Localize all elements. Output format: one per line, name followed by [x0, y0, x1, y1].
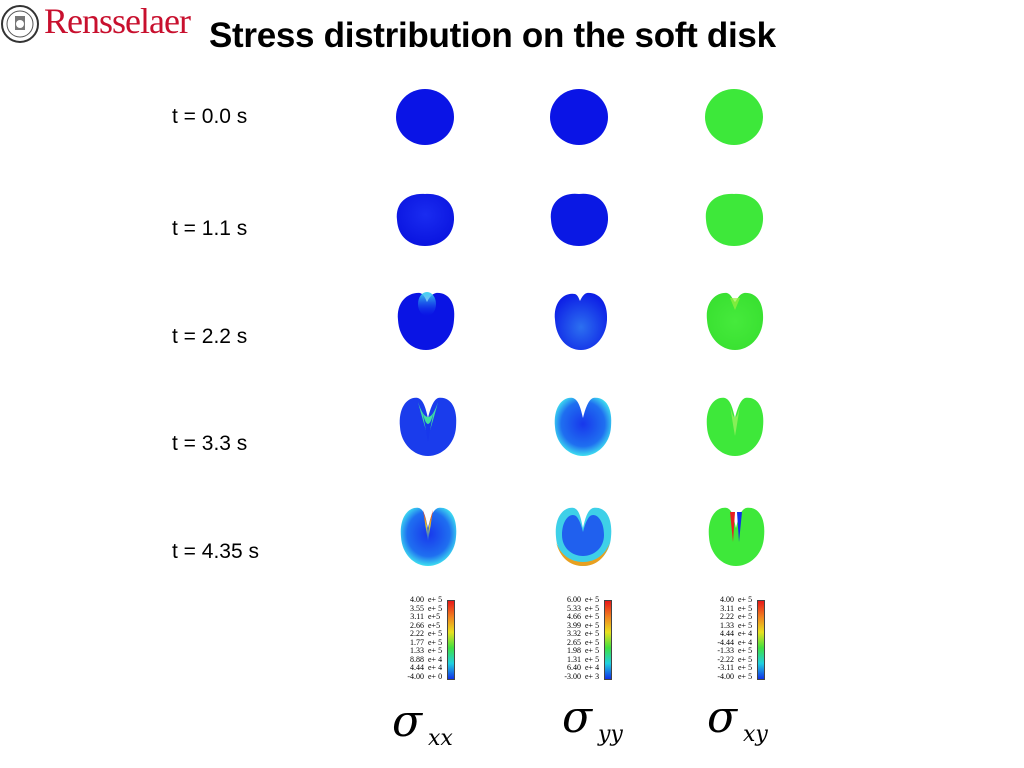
tick-exp: e+ 5: [738, 620, 753, 630]
tick-exp: e+ 5: [585, 620, 600, 630]
disk-syy-t0: [550, 89, 608, 145]
tick-exp: e+ 5: [738, 646, 753, 655]
tick-value: 3.32: [567, 629, 581, 638]
tick-exp: e+ 5: [585, 629, 600, 638]
time-label-3: t = 3.3 s: [172, 432, 248, 455]
sigma-symbol: σ: [392, 696, 423, 747]
tick-value: 2.22: [410, 629, 424, 638]
tick-value: 4.00: [720, 595, 734, 604]
tick-value: 4.66: [567, 612, 581, 621]
time-label-2: t = 2.2 s: [172, 325, 248, 348]
disk-sxx-t1: [396, 193, 455, 246]
tick-exp: e+ 4: [428, 654, 443, 664]
colorbar-syy: [604, 600, 612, 680]
tick-value: -2.22: [717, 654, 734, 664]
disk-sxy-t1: [705, 193, 764, 246]
disk-sxx-t0: [396, 89, 454, 145]
tick-value: 3.11: [720, 603, 734, 613]
tick-exp: e+ 5: [738, 595, 753, 604]
sigma-xy-label: σ xy: [707, 692, 768, 747]
tick-value: 4.00: [410, 595, 424, 604]
tick-exp: e+ 5: [738, 663, 753, 672]
tick-value: 8.88: [410, 654, 424, 664]
colorbar-legend-syy: 6.00 e+ 5 5.33 e+ 5 4.66 e+ 5 3.99 e+ 5 3.32…: [557, 596, 617, 682]
tick-value: 1.77: [410, 637, 424, 647]
disk-sxy-t4: [708, 507, 765, 566]
tick-exp: e+ 4: [738, 629, 753, 638]
disk-syy-t1: [550, 193, 609, 246]
tick-value: -4.44: [717, 637, 734, 647]
tick-value: 4.44: [410, 663, 424, 672]
colorbar-sxy: [757, 600, 765, 680]
tick-exp: e+ 5: [585, 612, 600, 621]
tick-exp: e+ 5: [585, 646, 600, 655]
time-label-4: t = 4.35 s: [172, 540, 259, 563]
tick-value: 1.98: [567, 646, 581, 655]
sigma-symbol: σ: [707, 692, 738, 743]
tick-value: 6.40: [567, 663, 581, 672]
disk-sxx-t2-notch: [418, 292, 436, 316]
seal-icon: [1, 5, 39, 43]
colorbar-sxx: [447, 600, 455, 680]
tick-value: -1.33: [717, 646, 734, 655]
sigma-subscript: yy: [598, 722, 623, 747]
sigma-xx-label: σ xx: [392, 696, 453, 751]
colorbar-legend-sxx: 4.00 e+ 5 3.55 e+ 5 3.11 e+5 2.66 e+5 2.22 e+…: [400, 596, 460, 682]
tick-exp: e+ 5: [585, 654, 600, 664]
tick-value: 3.11: [410, 612, 424, 621]
tick-exp: e+ 5: [585, 595, 600, 604]
time-label-0: t = 0.0 s: [172, 105, 248, 128]
tick-exp: e+ 4: [585, 663, 600, 672]
tick-value: 2.66: [410, 620, 424, 630]
tick-exp: e+ 0: [428, 671, 443, 681]
tick-value: 6.00: [567, 595, 581, 604]
tick-value: 1.33: [410, 646, 424, 655]
disk-syy-t3: [554, 397, 612, 456]
tick-exp: e+ 5: [428, 595, 443, 604]
tick-value: 2.22: [720, 612, 734, 621]
time-label-1: t = 1.1 s: [172, 217, 248, 240]
disk-sxy-t2: [706, 292, 764, 350]
tick-value: -4.00: [407, 671, 424, 681]
sigma-subscript: xx: [428, 726, 453, 751]
tick-exp: e+ 5: [738, 654, 753, 664]
tick-exp: e+5: [428, 612, 441, 621]
tick-value: -3.00: [564, 671, 581, 681]
tick-value: -4.00: [717, 671, 734, 681]
tick-exp: e+ 5: [428, 603, 443, 613]
tick-exp: e+5: [428, 620, 441, 630]
disk-sxx-t2: [397, 292, 455, 350]
sigma-symbol: σ: [562, 692, 593, 743]
tick-value: 5.33: [567, 603, 581, 613]
tick-exp: e+ 4: [738, 637, 753, 647]
tick-value: 1.31: [567, 654, 581, 664]
tick-value: 1.33: [720, 620, 734, 630]
tick-value: -3.11: [717, 663, 734, 672]
page-title: Stress distribution on the soft disk: [209, 16, 776, 55]
tick-value: 2.65: [567, 637, 581, 647]
tick-exp: e+ 4: [428, 663, 443, 672]
tick-exp: e+ 5: [738, 603, 753, 613]
disk-syy-t2: [554, 292, 608, 350]
stress-disk-grid: [396, 89, 765, 566]
tick-exp: e+ 5: [585, 603, 600, 613]
sigma-subscript: xy: [743, 722, 768, 747]
tick-exp: e+ 5: [428, 637, 443, 647]
logo-text: Rensselaer: [44, 1, 191, 41]
tick-exp: e+ 5: [428, 646, 443, 655]
tick-exp: e+ 5: [585, 637, 600, 647]
tick-value: 3.99: [567, 620, 581, 630]
sigma-yy-label: σ yy: [562, 692, 623, 747]
colorbar-legend-sxy: 4.00 e+ 5 3.11 e+ 5 2.22 e+ 5 1.33 e+ 5 4.44…: [710, 596, 770, 682]
tick-exp: e+ 5: [738, 671, 753, 681]
tick-exp: e+ 3: [585, 671, 600, 681]
tick-exp: e+ 5: [738, 612, 753, 621]
tick-exp: e+ 5: [428, 629, 443, 638]
tick-value: 4.44: [720, 629, 734, 638]
disk-sxy-t0: [705, 89, 763, 145]
rensselaer-logo: Rensselaer: [0, 1, 230, 48]
tick-value: 3.55: [410, 603, 424, 613]
